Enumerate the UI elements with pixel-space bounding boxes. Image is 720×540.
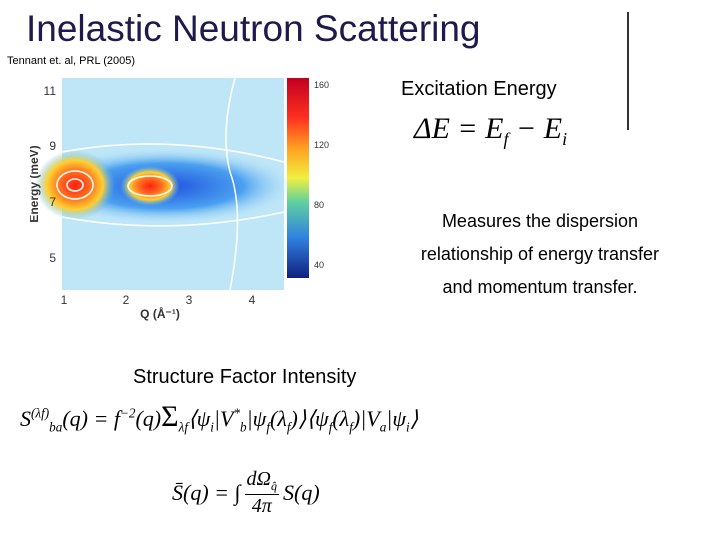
- y-tick-label: 9: [49, 139, 56, 153]
- average-formula: S̄(q) = ∫ dΩq̂ 4π S(q): [172, 468, 320, 518]
- divider: [627, 12, 629, 130]
- formula-part: S: [20, 406, 31, 431]
- formula-part: )⟩⟨ψ: [290, 406, 329, 431]
- formula-part: q̂: [271, 479, 277, 493]
- formula-part: a: [379, 419, 387, 435]
- x-tick-label: 2: [123, 293, 130, 307]
- formula-part: 4π: [251, 495, 272, 517]
- y-tick-label: 11: [44, 84, 57, 98]
- formula-part: −2: [119, 405, 136, 421]
- colorbar-label: 160: [314, 80, 329, 90]
- formula-part: b: [240, 419, 247, 435]
- formula-part: S(q): [283, 480, 320, 505]
- formula-part: (λf): [31, 405, 50, 421]
- formula-part: ba: [49, 419, 63, 435]
- formula-part: (λ: [270, 406, 287, 431]
- colorbar: [287, 78, 309, 278]
- formula-part: )|V: [352, 406, 380, 431]
- heatmap-figure: 11 9 7 5 1 2 3 4 Q (Å⁻¹) Energy (meV) 16…: [30, 77, 329, 321]
- formula-part: Σ: [161, 400, 179, 433]
- colorbar-label: 120: [314, 140, 329, 150]
- hot-spot: [120, 166, 180, 206]
- formula-part: |ψ: [246, 406, 267, 431]
- formula-part: S̄(q) = ∫: [172, 480, 241, 505]
- x-axis-label: Q (Å⁻¹): [140, 306, 180, 321]
- formula-part: (λ: [332, 406, 350, 431]
- formula-part: ⟩: [409, 406, 419, 431]
- formula-part: f: [286, 419, 291, 435]
- formula-part: f: [266, 419, 270, 435]
- formula-part: f: [349, 419, 353, 435]
- formula-part: i: [406, 419, 410, 435]
- formula-part: |V: [213, 406, 234, 431]
- x-tick-label: 3: [186, 293, 193, 307]
- y-tick-label: 5: [49, 251, 56, 265]
- contours: [56, 77, 285, 291]
- formula-part: (q) = f: [62, 406, 120, 431]
- colorbar-label: 80: [314, 200, 324, 210]
- formula-part: *: [233, 405, 241, 421]
- formula-part: − E: [508, 112, 563, 145]
- x-tick-label: 1: [61, 293, 68, 307]
- formula-part: |ψ: [386, 406, 407, 431]
- hot-spot: [35, 150, 115, 220]
- x-tick-label: 4: [249, 293, 256, 307]
- formula-part: dΩ: [246, 468, 271, 490]
- formula-part: f: [503, 129, 509, 149]
- excitation-label: Excitation Energy: [401, 78, 557, 100]
- formula-part: (q): [135, 406, 162, 431]
- y-axis-label: Energy (meV): [30, 145, 41, 222]
- title: Inelastic Neutron Scattering: [26, 8, 481, 49]
- energy-formula: ΔE = Ef − Ei: [414, 112, 567, 150]
- formula-part: λf: [178, 419, 188, 435]
- y-tick-label: 7: [49, 195, 56, 209]
- formula-part: i: [210, 419, 214, 435]
- structure-factor-formula: S(λf)ba(q) = f−2(q)Σλf⟨ψi|V*b|ψf(λf)⟩⟨ψf…: [20, 400, 418, 435]
- description: Measures the dispersion relationship of …: [420, 211, 660, 297]
- formula-part: ⟨ψ: [188, 406, 211, 431]
- citation: Tennant et. al, PRL (2005): [7, 55, 136, 67]
- formula-part: ΔE = E: [414, 112, 504, 145]
- structure-factor-label: Structure Factor Intensity: [133, 366, 357, 388]
- fraction: dΩq̂ 4π: [244, 468, 279, 518]
- colorbar-label: 40: [314, 260, 324, 270]
- formula-part: i: [562, 129, 568, 149]
- formula-part: f: [328, 419, 333, 435]
